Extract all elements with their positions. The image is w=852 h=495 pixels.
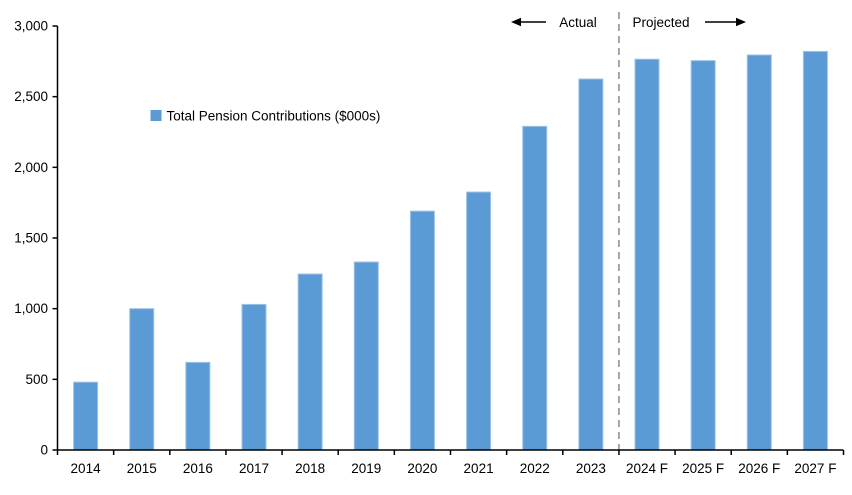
y-tick-label-2500: 2,500 bbox=[14, 89, 48, 104]
x-tick-label-2023: 2023 bbox=[576, 461, 606, 476]
bar-2015 bbox=[129, 308, 155, 451]
bar-2023 bbox=[578, 78, 604, 451]
legend-label: Total Pension Contributions ($000s) bbox=[167, 109, 381, 124]
x-tick-label-2015: 2015 bbox=[127, 461, 157, 476]
bar-2027-f bbox=[802, 50, 828, 451]
x-tick-label-2014: 2014 bbox=[71, 461, 102, 476]
x-tick-label-2021: 2021 bbox=[464, 461, 494, 476]
y-tick-label-3000: 3,000 bbox=[14, 19, 48, 34]
bar-2025-f bbox=[690, 60, 716, 451]
arrow-right-head-icon bbox=[736, 17, 746, 27]
y-tick-label-1500: 1,500 bbox=[14, 231, 48, 246]
x-tick-label-2022: 2022 bbox=[520, 461, 550, 476]
legend-marker-icon bbox=[150, 110, 162, 121]
x-tick-label-2024-f: 2024 F bbox=[626, 461, 668, 476]
bar-2014 bbox=[73, 381, 99, 451]
x-tick-label-2025-f: 2025 F bbox=[682, 461, 724, 476]
y-tick-label-500: 500 bbox=[25, 372, 48, 387]
x-tick-label-2018: 2018 bbox=[295, 461, 325, 476]
y-tick-label-1000: 1,000 bbox=[14, 301, 48, 316]
bar-2019 bbox=[353, 261, 379, 451]
annotation-projected-label: Projected bbox=[632, 15, 689, 30]
bar-2021 bbox=[466, 191, 492, 451]
x-tick-label-2020: 2020 bbox=[407, 461, 437, 476]
bar-2022 bbox=[522, 125, 548, 451]
bar-2017 bbox=[241, 303, 267, 451]
bar-2020 bbox=[409, 210, 435, 451]
y-tick-label-0: 0 bbox=[40, 443, 48, 458]
bar-2026-f bbox=[746, 54, 772, 451]
x-tick-label-2017: 2017 bbox=[239, 461, 269, 476]
annotation-actual-label: Actual bbox=[559, 15, 597, 30]
x-tick-label-2027-f: 2027 F bbox=[794, 461, 836, 476]
bar-2016 bbox=[185, 361, 211, 451]
x-tick-label-2026-f: 2026 F bbox=[738, 461, 780, 476]
x-tick-label-2019: 2019 bbox=[351, 461, 381, 476]
x-tick-label-2016: 2016 bbox=[183, 461, 213, 476]
bar-2024-f bbox=[634, 58, 660, 451]
arrow-left-head-icon bbox=[511, 17, 521, 27]
bar-2018 bbox=[297, 273, 323, 451]
y-tick-label-2000: 2,000 bbox=[14, 160, 48, 175]
